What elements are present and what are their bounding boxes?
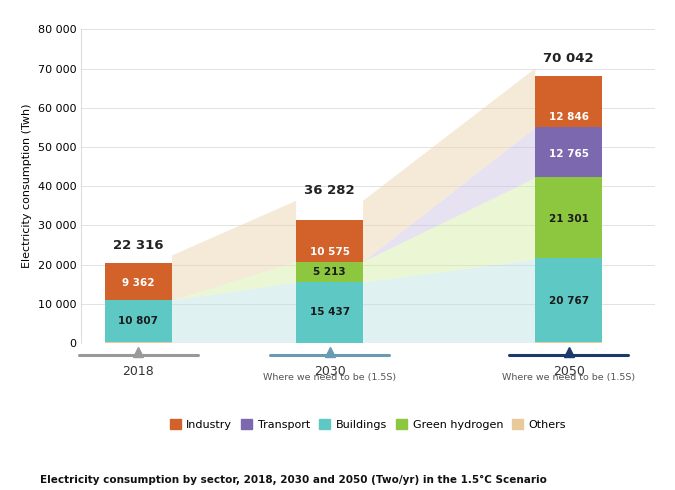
Legend: Industry, Transport, Buildings, Green hydrogen, Others: Industry, Transport, Buildings, Green hy… [165,415,570,434]
Polygon shape [172,262,296,301]
Bar [535,126,602,177]
Bar [535,342,602,343]
Polygon shape [363,260,535,343]
Polygon shape [172,262,296,301]
Text: 2050: 2050 [553,365,585,378]
Text: 36 282: 36 282 [304,184,355,197]
Bar [296,220,363,262]
Polygon shape [172,283,296,343]
Polygon shape [172,201,296,301]
Text: Where we need to be (1.5S): Where we need to be (1.5S) [502,373,635,382]
Polygon shape [363,178,535,283]
Text: 10 575: 10 575 [310,246,350,257]
Y-axis label: Electricity consumption (Twh): Electricity consumption (Twh) [22,104,32,269]
Text: 20 767: 20 767 [549,296,589,306]
Text: Where we need to be (1.5S): Where we need to be (1.5S) [263,373,396,382]
Text: Electricity consumption by sector, 2018, 2030 and 2050 (Two/yr) in the 1.5°C Sce: Electricity consumption by sector, 2018,… [40,475,547,485]
Text: 9 362: 9 362 [122,278,155,289]
Polygon shape [363,128,535,262]
Text: 10 807: 10 807 [118,316,159,326]
Bar [296,282,363,343]
Text: 15 437: 15 437 [310,307,350,317]
Text: 22 316: 22 316 [113,239,163,252]
Text: 5 213: 5 213 [313,267,346,277]
Bar [296,262,363,282]
Text: 21 301: 21 301 [549,214,589,224]
Bar [105,300,172,343]
Text: 12 846: 12 846 [549,112,589,122]
Text: 12 765: 12 765 [549,148,589,159]
Text: 2018: 2018 [122,365,155,378]
Polygon shape [363,69,535,262]
Bar [535,76,602,126]
Bar [105,263,172,300]
Bar [535,258,602,342]
Bar [535,177,602,258]
Text: 2030: 2030 [314,365,346,378]
Text: 70 042: 70 042 [543,52,594,65]
